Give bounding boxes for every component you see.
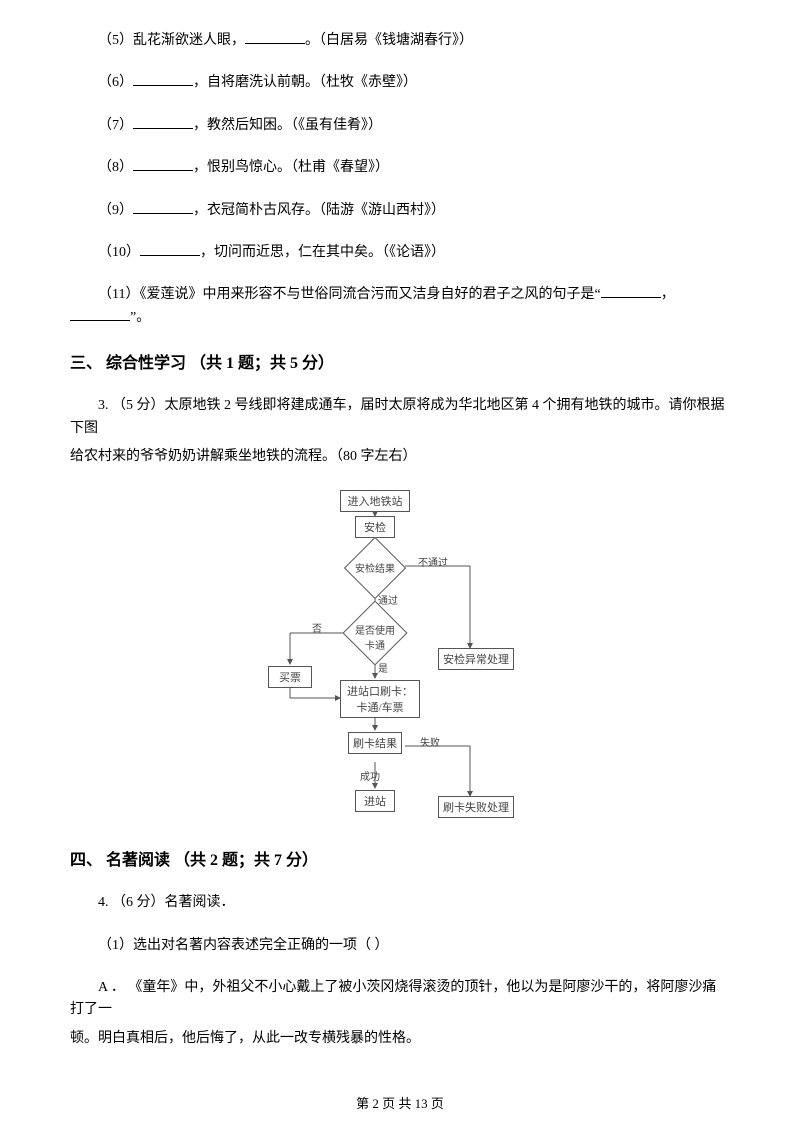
section-4-heading: 四、 名著阅读 （共 2 题；共 7 分）: [70, 846, 730, 870]
q4-optA-line2: 顿。明白真相后，他后悔了，从此一改专横残暴的性格。: [70, 1028, 730, 1050]
q11-post: ”。: [130, 310, 150, 325]
label-anjian-result: 安检结果: [350, 560, 400, 575]
q7-pre: （7）: [98, 118, 133, 133]
edge-fail: 失败: [420, 734, 440, 749]
blank: [133, 115, 193, 129]
fill-item-5: （5）乱花渐欲迷人眼， 。（白居易《钱塘湖春行》）: [70, 30, 730, 52]
node-swipe-exc: 刷卡失败处理: [438, 796, 514, 818]
q3-line2: 给农村来的爷爷奶奶讲解乘坐地铁的流程。（80 字左右）: [70, 446, 730, 468]
blank: [133, 200, 193, 214]
fill-item-10: （10） ，切问而近思，仁在其中矣。（《论语》）: [70, 242, 730, 264]
node-anjian-exc: 安检异常处理: [438, 648, 514, 670]
node-buy: 买票: [268, 666, 312, 688]
node-swipe-result: 刷卡结果: [348, 732, 402, 754]
q9-post: ，衣冠简朴古风存。（陆游《游山西村》）: [193, 203, 445, 218]
q5-post: 。（白居易《钱塘湖春行》）: [305, 33, 473, 48]
page-footer: 第 2 页 共 13 页: [0, 1093, 800, 1112]
flowchart-container: 进入地铁站 安检 安检结果 通过 不通过 安检异常处理 是否使用 卡通 是 否 …: [70, 488, 730, 828]
q7-post: ，教然后知困。（《虽有佳肴》）: [193, 118, 382, 133]
q3-line1: 3. （5 分）太原地铁 2 号线即将建成通车，届时太原将成为华北地区第 4 个…: [70, 395, 730, 440]
q5-pre: （5）乱花渐欲迷人眼，: [98, 33, 245, 48]
q4-intro: 4. （6 分）名著阅读．: [70, 892, 730, 914]
fill-item-8: （8） ，恨别鸟惊心。（杜甫《春望》）: [70, 157, 730, 179]
q9-pre: （9）: [98, 203, 133, 218]
blank: [245, 30, 305, 44]
blank: [70, 307, 130, 321]
blank: [133, 157, 193, 171]
q4-sub1: （1）选出对名著内容表述完全正确的一项（ ）: [70, 935, 730, 957]
fill-item-6: （6） ，自将磨洗认前朝。（杜牧《赤壁》）: [70, 72, 730, 94]
q11-mid: ，: [661, 287, 675, 302]
fill-item-7: （7） ，教然后知困。（《虽有佳肴》）: [70, 115, 730, 137]
node-in: 进站: [355, 790, 395, 812]
q6-post: ，自将磨洗认前朝。（杜牧《赤壁》）: [193, 75, 417, 90]
edge-yes: 是: [378, 660, 388, 675]
fill-item-9: （9） ，衣冠简朴古风存。（陆游《游山西村》）: [70, 200, 730, 222]
fill-item-11: （11）《爱莲说》中用来形容不与世俗同流合污而又洁身自好的君子之风的句子是“ ， ”…: [70, 284, 730, 329]
edge-success: 成功: [360, 768, 380, 783]
blank: [601, 284, 661, 298]
subway-flowchart: 进入地铁站 安检 安检结果 通过 不通过 安检异常处理 是否使用 卡通 是 否 …: [240, 488, 560, 828]
blank: [140, 242, 200, 256]
blank: [133, 72, 193, 86]
edge-notpass: 不通过: [418, 554, 448, 569]
edge-pass: 通过: [378, 592, 398, 607]
q10-post: ，切问而近思，仁在其中矣。（《论语》）: [200, 245, 445, 260]
q6-pre: （6）: [98, 75, 133, 90]
q4-optA-line1: A ． 《童年》中，外祖父不小心戴上了被小茨冈烧得滚烫的顶针，他以为是阿廖沙干的…: [70, 977, 730, 1022]
q8-pre: （8）: [98, 160, 133, 175]
q11-pre: （11）《爱莲说》中用来形容不与世俗同流合污而又洁身自好的君子之风的句子是“: [98, 287, 601, 302]
edge-no: 否: [312, 620, 322, 635]
node-anjian: 安检: [355, 516, 395, 538]
label-use-card: 是否使用 卡通: [350, 622, 400, 652]
node-gate: 进站口刷卡： 卡通/车票: [340, 680, 420, 718]
q10-pre: （10）: [98, 245, 140, 260]
q8-post: ，恨别鸟惊心。（杜甫《春望》）: [193, 160, 389, 175]
section-3-heading: 三、 综合性学习 （共 1 题；共 5 分）: [70, 349, 730, 373]
node-enter: 进入地铁站: [340, 490, 410, 512]
